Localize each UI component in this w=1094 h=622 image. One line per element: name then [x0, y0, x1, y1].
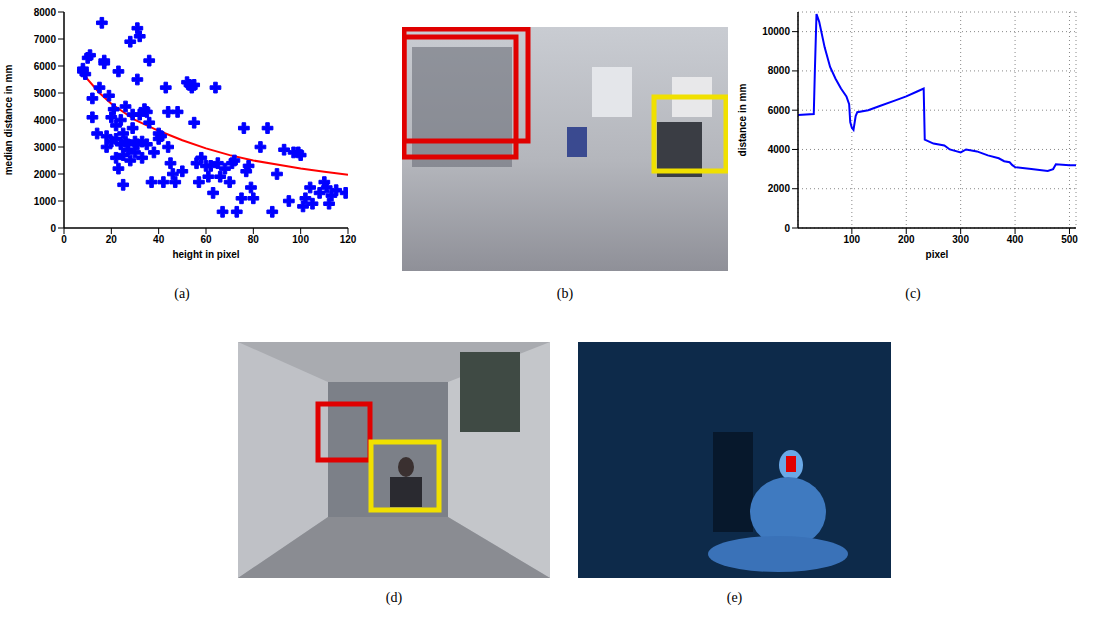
svg-text:1000: 1000	[34, 196, 57, 207]
html-text:(d): (d)	[385, 590, 403, 605]
svg-text:200: 200	[898, 234, 915, 245]
svg-text:100: 100	[844, 234, 861, 245]
svg-text:height in pixel: height in pixel	[172, 249, 239, 260]
html-text:(c): (c)	[905, 286, 921, 301]
svg-text:3000: 3000	[34, 142, 57, 153]
html-text:(e): (e)	[726, 590, 743, 605]
svg-text:300: 300	[952, 234, 969, 245]
svg-text:400: 400	[1007, 234, 1024, 245]
svg-text:distance in mm: distance in mm	[737, 84, 748, 157]
svg-text:median distance in mm: median distance in mm	[3, 65, 14, 176]
svg-text:0: 0	[50, 223, 56, 234]
svg-text:5000: 5000	[34, 88, 57, 99]
svg-text:20: 20	[106, 234, 118, 245]
svg-text:2000: 2000	[34, 169, 57, 180]
svg-text:0: 0	[784, 223, 790, 234]
svg-text:8000: 8000	[768, 65, 791, 76]
html-text:(b): (b)	[556, 286, 574, 301]
svg-text:0: 0	[61, 234, 67, 245]
svg-text:2000: 2000	[768, 183, 791, 194]
svg-text:pixel: pixel	[926, 249, 949, 260]
svg-text:8000: 8000	[34, 7, 57, 18]
svg-text:6000: 6000	[34, 61, 57, 72]
svg-text:4000: 4000	[34, 115, 57, 126]
svg-text:6000: 6000	[768, 105, 791, 116]
svg-text:40: 40	[153, 234, 165, 245]
html-text:(a): (a)	[174, 286, 190, 301]
svg-text:10000: 10000	[762, 26, 790, 37]
svg-text:500: 500	[1061, 234, 1078, 245]
svg-text:100: 100	[292, 234, 309, 245]
svg-text:80: 80	[248, 234, 260, 245]
svg-text:7000: 7000	[34, 34, 57, 45]
svg-text:60: 60	[200, 234, 212, 245]
svg-text:4000: 4000	[768, 144, 791, 155]
svg-text:120: 120	[340, 234, 357, 245]
